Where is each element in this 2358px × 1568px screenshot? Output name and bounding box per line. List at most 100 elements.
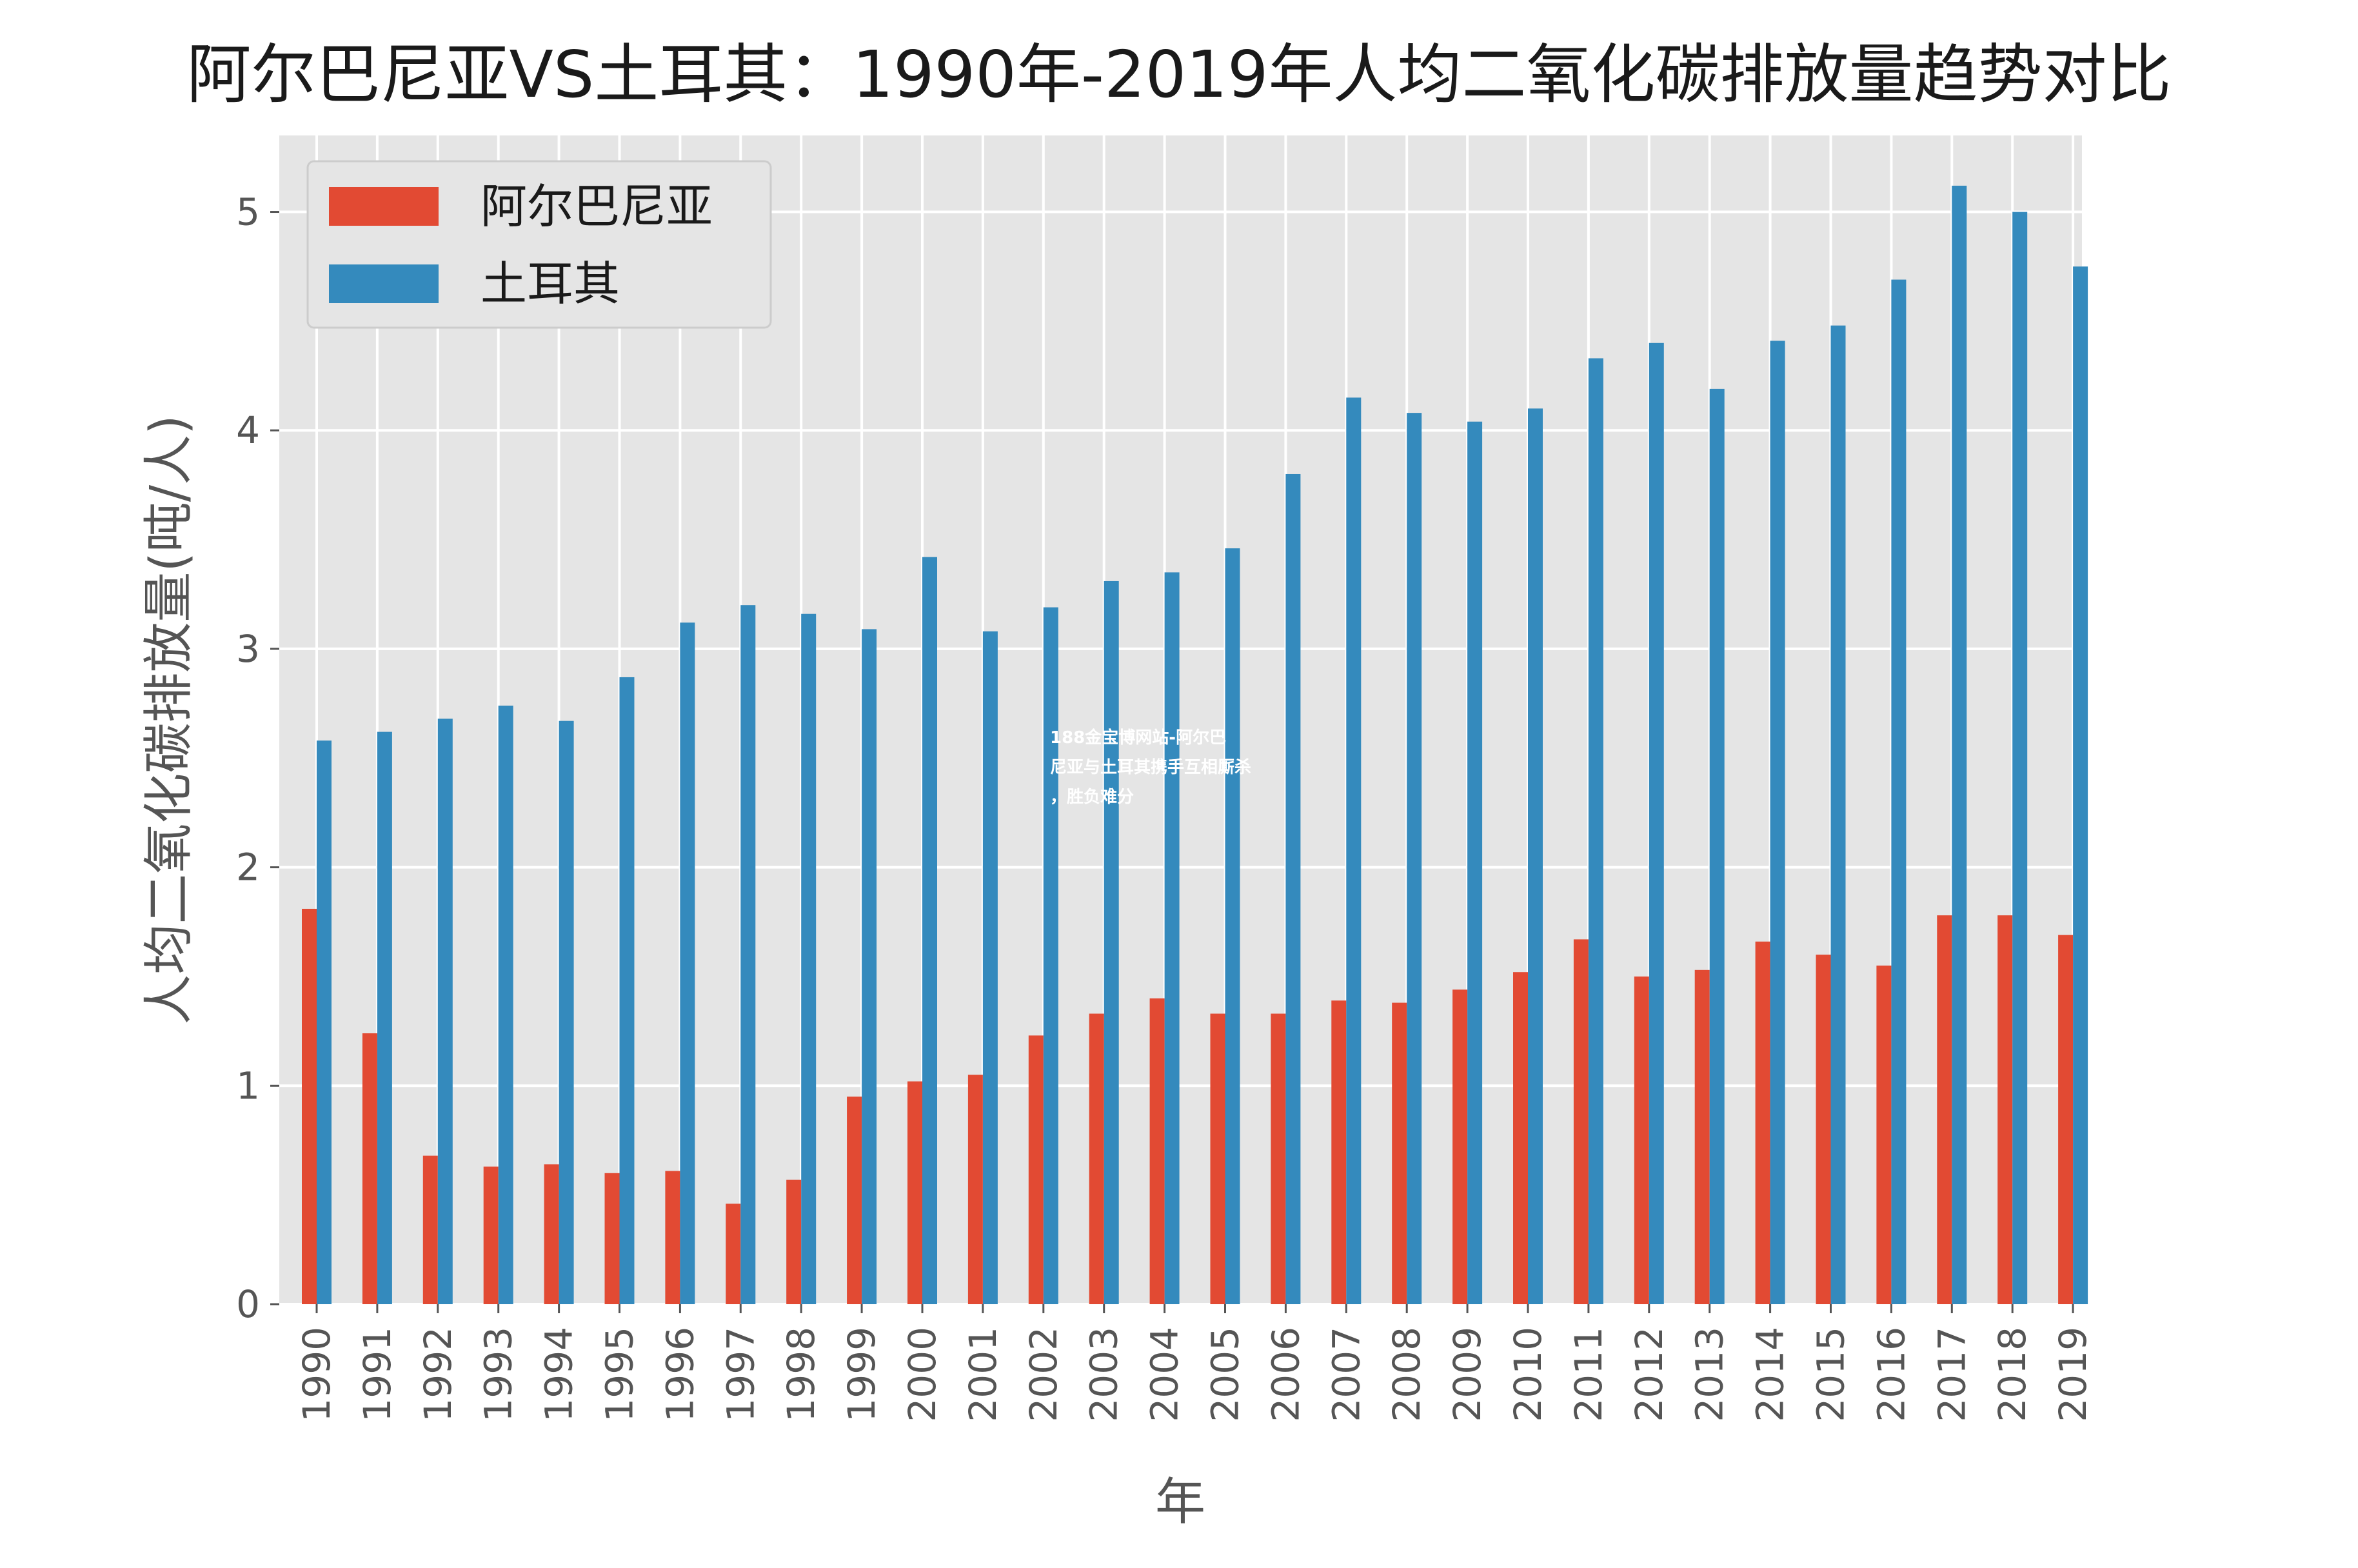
bar-turkey-2007: [1346, 397, 1362, 1304]
bar-albania-1994: [544, 1164, 559, 1304]
x-tick-label: 2012: [1627, 1327, 1671, 1422]
y-tick-label: 0: [236, 1282, 260, 1326]
bar-albania-2017: [1937, 915, 1952, 1304]
bar-turkey-2018: [2012, 212, 2028, 1305]
x-tick-label: 1996: [658, 1327, 702, 1422]
bar-albania-1998: [786, 1179, 802, 1304]
bar-turkey-1991: [377, 731, 392, 1304]
bar-turkey-2011: [1588, 358, 1603, 1305]
bar-albania-2015: [1816, 955, 1831, 1304]
x-tick-label: 2001: [961, 1327, 1005, 1422]
bar-turkey-1994: [559, 720, 574, 1304]
bar-albania-2007: [1331, 1000, 1347, 1304]
bars-layer: [302, 185, 2088, 1305]
bar-turkey-2003: [1104, 581, 1119, 1304]
bar-albania-1990: [302, 908, 317, 1304]
y-tick-label: 2: [236, 846, 260, 889]
bar-turkey-2005: [1225, 548, 1240, 1304]
bar-albania-2009: [1452, 989, 1468, 1304]
watermark-line-3: ，胜负难分: [1050, 788, 1134, 807]
y-tick-label: 4: [236, 408, 260, 452]
bar-turkey-2014: [1770, 341, 1785, 1304]
bar-albania-2000: [907, 1081, 922, 1304]
x-tick-label: 1992: [416, 1327, 460, 1422]
legend: 阿尔巴尼亚 土耳其: [306, 160, 772, 329]
bar-turkey-2013: [1709, 388, 1725, 1304]
bar-turkey-1997: [740, 605, 756, 1304]
y-tick-label: 3: [236, 627, 260, 671]
x-tick-label: 2007: [1324, 1327, 1368, 1422]
legend-label-turkey: 土耳其: [481, 257, 620, 311]
bar-albania-2019: [2058, 935, 2074, 1304]
x-tick-label: 1999: [840, 1327, 884, 1422]
bar-turkey-2016: [1891, 279, 1907, 1305]
bar-albania-2001: [967, 1075, 983, 1304]
bar-albania-1995: [604, 1173, 620, 1304]
bar-albania-1991: [362, 1033, 377, 1304]
x-tick-label: 1998: [779, 1327, 823, 1422]
bar-albania-2003: [1089, 1013, 1104, 1304]
x-tick-label: 2010: [1506, 1327, 1550, 1422]
bar-albania-2014: [1755, 941, 1770, 1304]
x-tick-label: 2009: [1445, 1327, 1489, 1422]
bar-albania-1996: [665, 1171, 680, 1304]
x-tick-label: 2000: [900, 1327, 944, 1422]
bar-turkey-1996: [680, 622, 695, 1304]
x-tick-label: 1991: [355, 1327, 399, 1422]
x-tick-label: 2014: [1749, 1327, 1792, 1422]
bar-turkey-2017: [1952, 185, 1967, 1305]
bar-turkey-1990: [317, 740, 332, 1304]
bar-albania-2008: [1392, 1002, 1407, 1304]
bar-albania-2010: [1513, 972, 1528, 1304]
bar-turkey-2001: [982, 631, 998, 1305]
x-tick-label: 2006: [1263, 1327, 1307, 1422]
bar-albania-2013: [1694, 969, 1710, 1304]
legend-swatch-albania: [329, 187, 439, 226]
bar-turkey-2004: [1164, 572, 1180, 1304]
x-tick-label: 1995: [598, 1327, 642, 1422]
x-tick-label: 2003: [1082, 1327, 1126, 1422]
y-tick-label: 1: [236, 1064, 260, 1107]
bar-albania-2018: [1997, 915, 2013, 1304]
y-axis-label: 人均二氧化碳排放量(吨/人): [140, 415, 198, 1024]
x-axis-label: 年: [1155, 1473, 1205, 1531]
x-tick-label: 2015: [1809, 1327, 1853, 1422]
bar-albania-1992: [422, 1155, 438, 1304]
y-tick-label: 5: [236, 190, 260, 234]
x-tick-label: 2019: [2051, 1327, 2095, 1422]
bar-turkey-2019: [2073, 266, 2088, 1304]
bar-turkey-1998: [801, 613, 817, 1304]
watermark: 188金宝博网站-阿尔巴 尼亚与土耳其携手互相厮杀 ，胜负难分: [1050, 728, 1251, 807]
watermark-line-2: 尼亚与土耳其携手互相厮杀: [1050, 757, 1251, 777]
bar-albania-2016: [1876, 966, 1892, 1304]
bar-albania-2005: [1210, 1013, 1225, 1304]
x-tick-label: 2008: [1385, 1327, 1429, 1422]
bar-albania-1993: [483, 1166, 499, 1304]
x-tick-label: 2002: [1022, 1327, 1065, 1422]
bar-turkey-2000: [922, 557, 937, 1304]
x-tick-label: 2018: [1990, 1327, 2034, 1422]
bar-albania-2002: [1028, 1035, 1044, 1304]
bar-turkey-1992: [437, 719, 453, 1304]
bar-albania-2004: [1149, 998, 1165, 1304]
x-tick-label: 2004: [1143, 1327, 1187, 1422]
bar-albania-1999: [847, 1097, 862, 1304]
x-tick-label: 2005: [1204, 1327, 1247, 1422]
bar-albania-2012: [1634, 976, 1649, 1304]
chart-title: 阿尔巴尼亚VS土耳其：1990年-2019年人均二氧化碳排放量趋势对比: [187, 37, 2172, 112]
x-tick-label: 1993: [477, 1327, 520, 1422]
watermark-line-1: 188金宝博网站-阿尔巴: [1050, 728, 1226, 748]
x-tick-label: 1997: [718, 1327, 762, 1422]
bar-turkey-1999: [862, 629, 877, 1304]
x-tick-label: 2017: [1930, 1327, 1974, 1422]
bar-turkey-2006: [1285, 473, 1301, 1305]
bar-albania-2006: [1271, 1013, 1286, 1304]
bar-turkey-1993: [498, 705, 513, 1304]
legend-swatch-turkey: [329, 264, 439, 303]
legend-label-albania: 阿尔巴尼亚: [481, 179, 713, 233]
bar-turkey-2012: [1649, 342, 1664, 1304]
bar-turkey-2010: [1528, 408, 1543, 1304]
x-tick-label: 1994: [537, 1327, 581, 1422]
x-tick-label: 2011: [1567, 1327, 1610, 1422]
